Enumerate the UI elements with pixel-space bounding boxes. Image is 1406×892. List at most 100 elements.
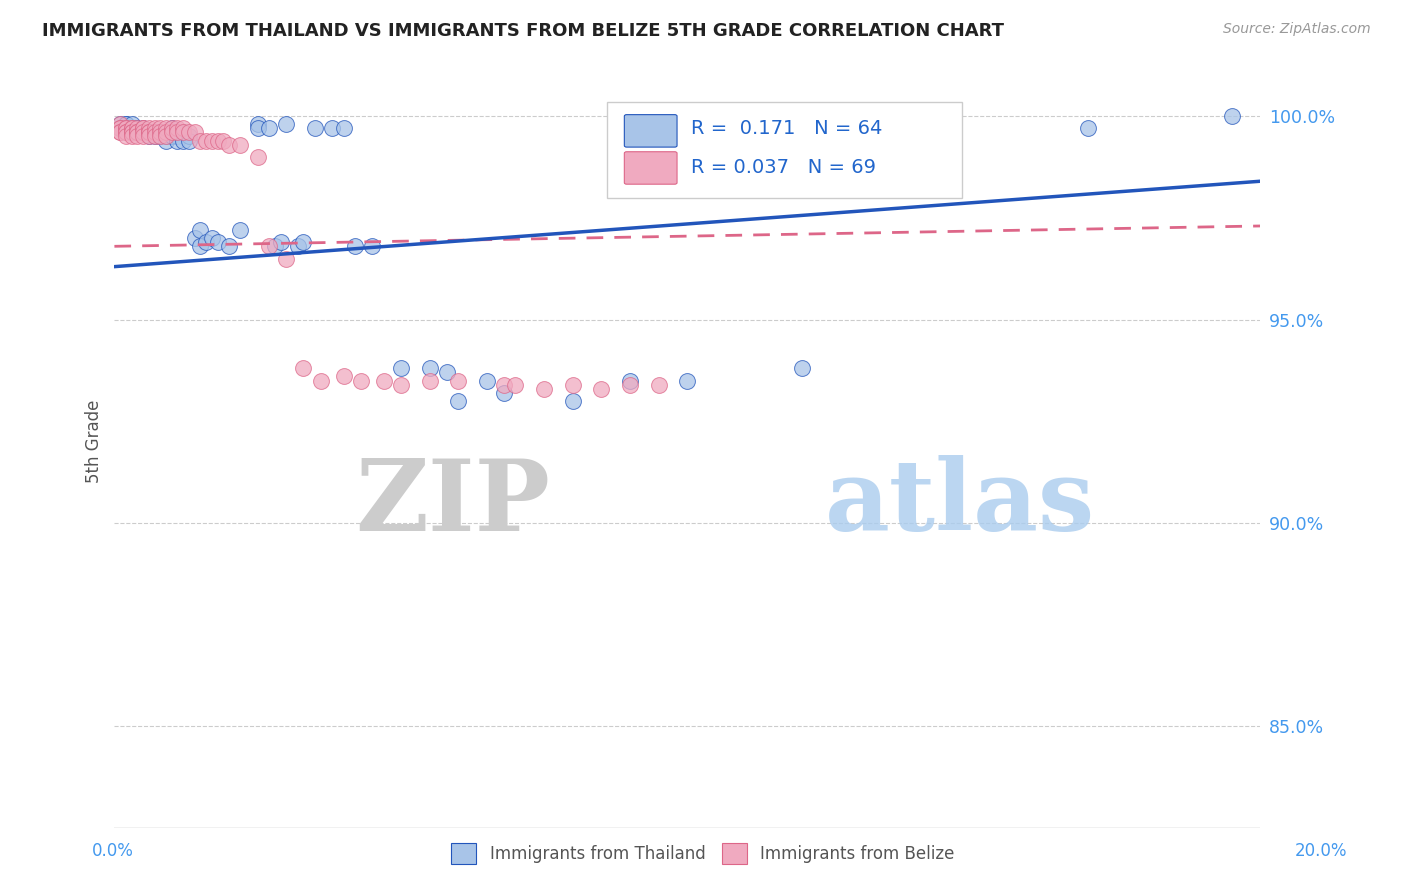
- Point: [361, 239, 384, 253]
- Point: [447, 374, 470, 388]
- Point: [108, 125, 131, 139]
- Point: [121, 121, 143, 136]
- Point: [201, 134, 224, 148]
- Point: [115, 129, 138, 144]
- Point: [350, 374, 373, 388]
- Point: [647, 377, 669, 392]
- Point: [475, 374, 498, 388]
- Legend: Immigrants from Thailand, Immigrants from Belize: Immigrants from Thailand, Immigrants fro…: [444, 837, 962, 871]
- Point: [143, 129, 166, 144]
- Point: [121, 129, 143, 144]
- Point: [229, 137, 252, 152]
- Point: [418, 361, 440, 376]
- Point: [183, 231, 205, 245]
- Point: [195, 235, 218, 250]
- Point: [160, 125, 183, 139]
- Point: [155, 129, 177, 144]
- Point: [115, 125, 138, 139]
- Point: [149, 129, 172, 144]
- Point: [172, 125, 194, 139]
- Text: 0.0%: 0.0%: [91, 842, 134, 860]
- Point: [321, 121, 343, 136]
- Point: [127, 121, 149, 136]
- Point: [115, 117, 138, 131]
- Point: [138, 121, 160, 136]
- Point: [418, 374, 440, 388]
- Point: [207, 134, 229, 148]
- Point: [177, 134, 200, 148]
- Point: [138, 125, 160, 139]
- Point: [115, 125, 138, 139]
- Point: [155, 125, 177, 139]
- Point: [132, 125, 155, 139]
- Point: [195, 134, 218, 148]
- Text: R =  0.171   N = 64: R = 0.171 N = 64: [690, 119, 882, 138]
- Point: [246, 121, 269, 136]
- Point: [561, 393, 583, 408]
- Point: [389, 361, 412, 376]
- Text: Source: ZipAtlas.com: Source: ZipAtlas.com: [1223, 22, 1371, 37]
- FancyBboxPatch shape: [624, 152, 678, 184]
- Point: [344, 239, 367, 253]
- Point: [127, 125, 149, 139]
- Point: [166, 125, 188, 139]
- Point: [177, 129, 200, 144]
- Point: [160, 121, 183, 136]
- Point: [492, 377, 515, 392]
- Point: [115, 117, 138, 131]
- Point: [389, 377, 412, 392]
- Point: [138, 125, 160, 139]
- Point: [155, 134, 177, 148]
- Point: [166, 134, 188, 148]
- Point: [143, 129, 166, 144]
- Point: [132, 129, 155, 144]
- Point: [138, 125, 160, 139]
- Point: [270, 235, 292, 250]
- Point: [188, 134, 211, 148]
- Point: [188, 223, 211, 237]
- Point: [149, 121, 172, 136]
- Point: [246, 150, 269, 164]
- Y-axis label: 5th Grade: 5th Grade: [86, 400, 103, 483]
- Point: [127, 125, 149, 139]
- Point: [201, 231, 224, 245]
- Point: [132, 121, 155, 136]
- Point: [309, 374, 332, 388]
- Point: [155, 129, 177, 144]
- Point: [447, 393, 470, 408]
- Point: [373, 374, 395, 388]
- Point: [533, 382, 555, 396]
- Point: [218, 239, 240, 253]
- Point: [108, 121, 131, 136]
- Point: [121, 125, 143, 139]
- Point: [115, 121, 138, 136]
- Point: [160, 129, 183, 144]
- Point: [561, 377, 583, 392]
- Text: atlas: atlas: [825, 455, 1095, 552]
- Point: [188, 239, 211, 253]
- Point: [183, 125, 205, 139]
- Point: [172, 121, 194, 136]
- Text: ZIP: ZIP: [354, 455, 550, 552]
- Point: [287, 239, 309, 253]
- Point: [292, 361, 315, 376]
- Point: [332, 121, 354, 136]
- Point: [143, 121, 166, 136]
- Point: [132, 125, 155, 139]
- Point: [108, 121, 131, 136]
- Point: [115, 125, 138, 139]
- Point: [276, 117, 298, 131]
- Text: R = 0.037   N = 69: R = 0.037 N = 69: [690, 158, 876, 177]
- Point: [127, 121, 149, 136]
- Point: [108, 117, 131, 131]
- Point: [143, 125, 166, 139]
- Point: [619, 377, 641, 392]
- Point: [155, 121, 177, 136]
- FancyBboxPatch shape: [624, 115, 678, 147]
- Point: [160, 125, 183, 139]
- Point: [591, 382, 613, 396]
- Point: [436, 365, 458, 379]
- Point: [276, 252, 298, 266]
- Point: [790, 361, 813, 376]
- Point: [257, 239, 280, 253]
